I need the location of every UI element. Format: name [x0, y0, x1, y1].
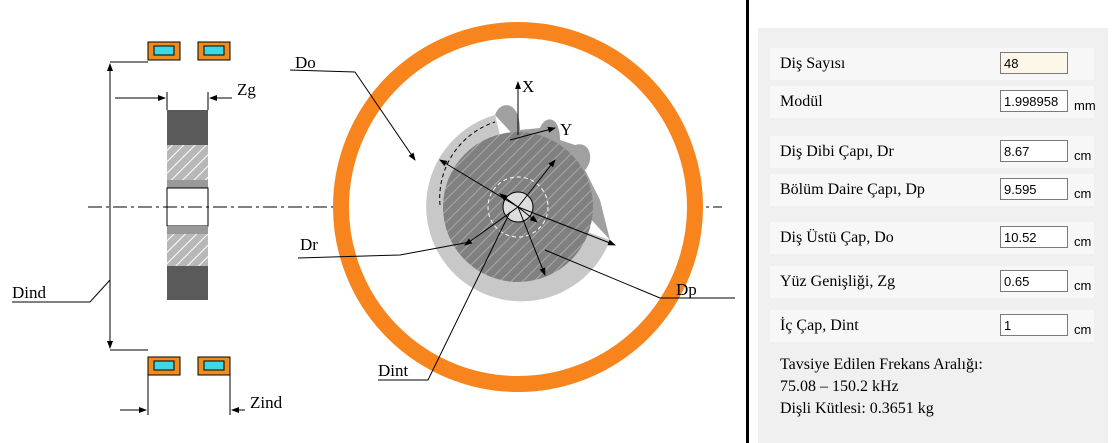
field-label: Diş Sayısı [780, 55, 846, 72]
form-row: Diş Sayısı 48 [770, 48, 1094, 80]
label: Dint [378, 361, 409, 380]
info-text: 75.08 – 150.2 kHz [780, 378, 899, 395]
text-input[interactable]: 8.67 [1000, 140, 1068, 162]
field-label: Bölüm Daire Çapı, Dp [780, 181, 925, 198]
unit-label: cm [1074, 148, 1092, 163]
info-text: Tavsiye Edilen Frekans Aralığı: [780, 356, 983, 373]
label: Zind [250, 393, 283, 412]
form-row: Diş Üstü Çap, Do 10.52 cm [770, 222, 1094, 254]
form-row: Modül 1.998958 mm [770, 86, 1096, 118]
text-input[interactable]: 1.998958 [1000, 90, 1068, 112]
text-input[interactable]: 48 [1000, 52, 1068, 74]
label: Do [295, 53, 316, 72]
front-view: Do X Y Dr Dp Dint [289, 22, 735, 392]
label: Y [560, 120, 572, 139]
label: Dp [676, 280, 697, 299]
unit-label: cm [1074, 278, 1092, 293]
form-row: İç Çap, Dint 1 cm [770, 310, 1094, 342]
parameter-panel: Tavsiye Edilen Frekans Aralığı: 75.08 – … [758, 28, 1108, 443]
field-label: Modül [780, 93, 823, 110]
form-row: Diş Dibi Çapı, Dr 8.67 cm [770, 136, 1094, 168]
unit-label: cm [1074, 234, 1092, 249]
label: Dr [300, 235, 318, 254]
field-label: Diş Üstü Çap, Do [780, 229, 894, 246]
form-row: Yüz Genişliği, Zg 0.65 cm [770, 266, 1094, 298]
text-input[interactable]: 1 [1000, 314, 1068, 336]
form-row: Bölüm Daire Çapı, Dp 9.595 cm [770, 174, 1094, 206]
text-input[interactable]: 10.52 [1000, 226, 1068, 248]
field-label: Yüz Genişliği, Zg [780, 273, 896, 290]
label: Zg [237, 80, 256, 99]
side-view: Zg Zind Dind [12, 41, 722, 415]
label: X [522, 77, 534, 96]
divider [746, 0, 749, 443]
info-text: Dişli Kütlesi: 0.3651 kg [780, 400, 934, 417]
label: Dind [12, 283, 47, 302]
unit-label: cm [1074, 186, 1092, 201]
field-label: Diş Dibi Çapı, Dr [780, 143, 894, 160]
unit-label: mm [1074, 98, 1096, 113]
unit-label: cm [1074, 322, 1092, 337]
drawing: Zg Zind Dind Do X Y Dr Dp Dint [12, 22, 735, 415]
text-input[interactable]: 0.65 [1000, 270, 1068, 292]
field-label: İç Çap, Dint [780, 317, 859, 334]
text-input[interactable]: 9.595 [1000, 178, 1068, 200]
